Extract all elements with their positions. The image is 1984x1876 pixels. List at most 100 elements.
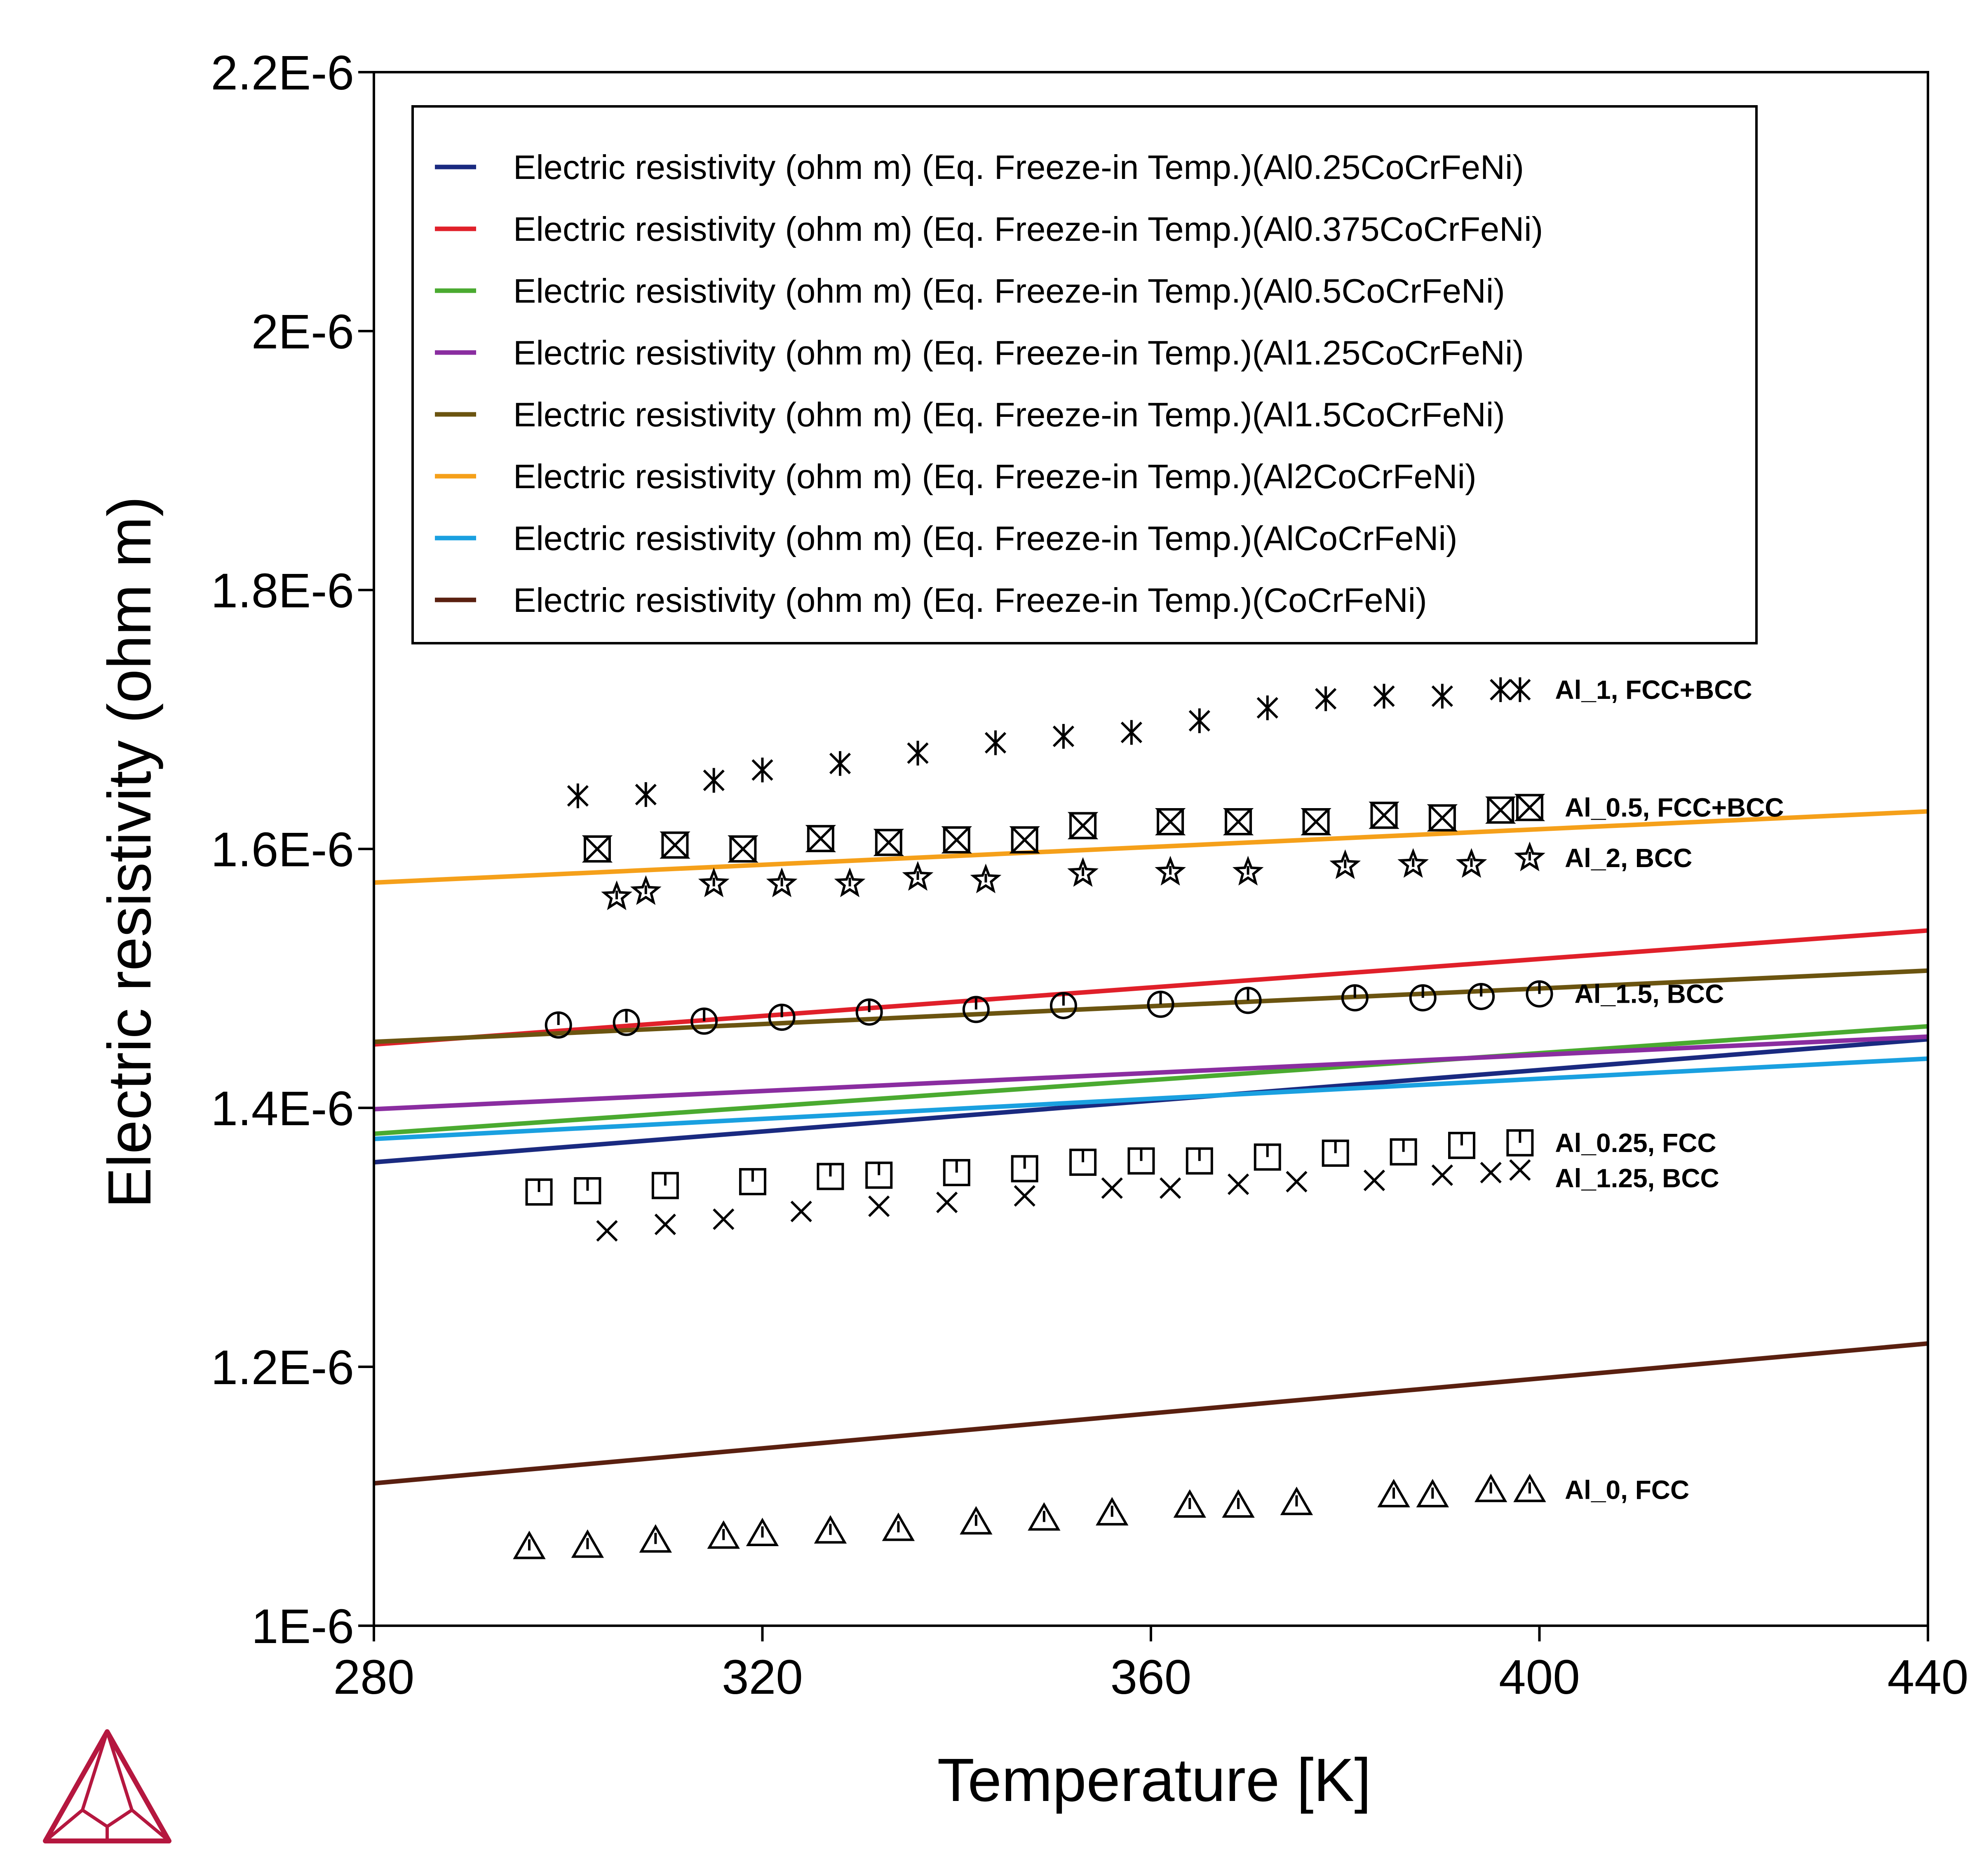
legend: Electric resistivity (ohm m) (Eq. Freeze… [411,105,1758,644]
legend-label: Electric resistivity (ohm m) (Eq. Freeze… [513,457,1477,496]
data-point-square [1506,1129,1534,1157]
data-point-hourglass [660,831,690,859]
data-point-cross [596,1220,618,1242]
data-point-hourglass [1369,802,1399,829]
data-point-square [1448,1132,1475,1159]
legend-label: Electric resistivity (ohm m) (Eq. Freeze… [513,334,1524,372]
data-point-asterisk [1315,686,1337,711]
legend-label: Electric resistivity (ohm m) (Eq. Freeze… [513,148,1524,186]
data-point-hourglass [582,835,613,863]
data-point-triangle [1222,1489,1255,1518]
data-point-circle [768,1004,796,1031]
data-point-circle [1050,992,1077,1019]
data-point-star [1514,842,1545,872]
data-point-cross [1480,1161,1502,1184]
data-point-hourglass [941,826,972,854]
series-line-2 [373,1024,1928,1136]
x-tick-label: 280 [333,1650,415,1704]
data-point-asterisk [1431,684,1453,709]
data-point-cross [1227,1173,1249,1195]
data-point-star [698,867,730,898]
data-point-star [970,863,1002,893]
data-point-cross [1363,1169,1385,1191]
experimental-set-1: Al_0.5, FCC+BCC [582,793,1784,863]
series-line-5 [373,809,1928,885]
data-point-cross [1014,1185,1035,1207]
series-line-7 [373,1341,1928,1486]
data-point-triangle [1173,1489,1206,1518]
x-tick-label: 360 [1111,1650,1192,1704]
data-point-cross [1286,1171,1308,1193]
data-point-asterisk [751,757,773,783]
experimental-set-3: Al_1.5, BCC [545,979,1724,1039]
data-point-hourglass [1067,812,1099,839]
series-annotation-label: Al_2, BCC [1565,843,1692,873]
x-axis-title: Temperature [K] [937,1746,1371,1814]
data-point-triangle [882,1512,915,1541]
data-point-cross [790,1201,812,1222]
legend-label: Electric resistivity (ohm m) (Eq. Freeze… [513,581,1427,619]
data-point-cross [654,1213,676,1235]
series-line-4 [373,968,1928,1044]
data-point-triangle [707,1520,740,1549]
data-point-hourglass [1301,808,1331,836]
data-point-asterisk [1373,684,1395,709]
data-point-square [943,1159,970,1186]
series-annotation-label: Al_0.5, FCC+BCC [1565,793,1784,823]
series-line-3 [373,1034,1928,1112]
data-point-triangle [1513,1474,1546,1502]
legend-label: Electric resistivity (ohm m) (Eq. Freeze… [513,519,1458,557]
series-annotation-label: Al_0.25, FCC [1555,1128,1716,1158]
data-point-triangle [1416,1479,1449,1507]
data-point-triangle [1280,1486,1313,1515]
legend-label: Electric resistivity (ohm m) (Eq. Freeze… [513,272,1505,310]
data-point-star [1232,856,1264,886]
data-point-star [1329,849,1361,879]
data-point-cross [1431,1164,1453,1186]
experimental-set-6: Al_0, FCC [513,1474,1689,1559]
data-point-square [1127,1147,1155,1175]
data-point-circle [1341,984,1369,1012]
data-point-cross [868,1195,890,1217]
data-point-asterisk [635,782,657,807]
data-point-asterisk [907,741,929,766]
y-tick-label: 2E-6 [251,305,354,359]
data-point-square [1011,1155,1038,1182]
data-point-circle [855,998,883,1026]
data-point-asterisk [1490,677,1512,702]
data-point-asterisk [829,751,851,776]
data-point-triangle [1377,1479,1410,1507]
data-point-circle [1409,984,1437,1012]
data-point-circle [1234,987,1262,1014]
y-tick-label: 1.6E-6 [211,823,354,877]
data-point-triangle [513,1530,546,1559]
data-point-triangle [814,1515,847,1544]
data-point-square [1322,1139,1349,1167]
data-point-square [1069,1148,1097,1176]
data-point-triangle [746,1518,779,1547]
data-point-circle [545,1011,572,1039]
data-point-circle [1526,980,1553,1008]
legend-label: Electric resistivity (ohm m) (Eq. Freeze… [513,395,1505,434]
data-point-square [739,1168,766,1195]
experimental-set-4: Al_0.25, FCC [525,1128,1716,1206]
data-point-star [1155,856,1186,886]
data-point-hourglass [728,835,758,863]
data-point-hourglass [1514,794,1545,821]
data-point-hourglass [1485,796,1516,824]
data-point-asterisk [567,783,589,809]
data-point-cross [936,1192,958,1213]
data-point-asterisk [1509,677,1531,702]
data-point-hourglass [1427,804,1458,832]
x-tick-label: 400 [1499,1650,1580,1704]
data-point-star [834,867,866,898]
data-point-hourglass [805,825,836,852]
experimental-set-5: Al_1.25, BCC [596,1159,1719,1242]
plot-area: Al_1, FCC+BCC Al_0.5, FCC+BCC Al_2, BCC Al_… [373,675,1928,1559]
series-annotation-label: Al_1.5, BCC [1575,979,1724,1009]
data-point-star [630,875,662,905]
series-line-6 [373,1056,1928,1141]
data-point-cross [1101,1177,1123,1199]
y-tick-label: 1E-6 [251,1599,354,1654]
